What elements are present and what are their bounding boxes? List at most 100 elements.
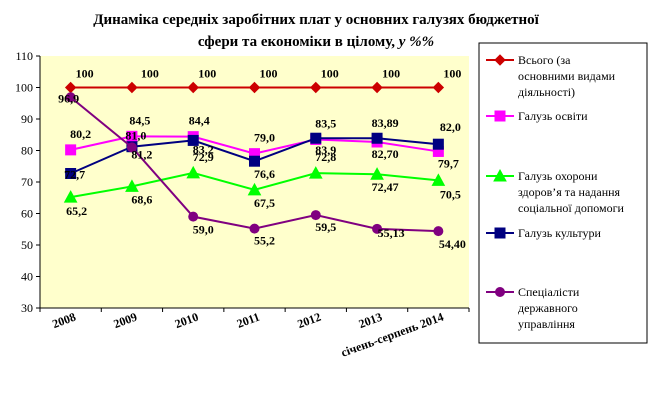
legend-marker [494, 54, 506, 66]
data-point [308, 166, 323, 179]
data-point [433, 226, 444, 237]
data-label: 83,89 [372, 116, 399, 130]
data-label: 100 [141, 67, 159, 81]
data-label: 79,0 [254, 131, 275, 145]
legend-label: Галузь культури [518, 226, 601, 240]
data-label: 76,6 [254, 167, 275, 181]
data-point [372, 223, 383, 234]
data-label: 83,9 [315, 143, 336, 157]
data-point [248, 81, 261, 94]
data-label: 82,0 [440, 120, 461, 134]
data-label: 79,7 [438, 156, 459, 170]
data-label: 100 [76, 67, 94, 81]
data-point [187, 81, 199, 94]
series-2 [63, 165, 446, 203]
data-label: 59,5 [315, 220, 336, 234]
series-0 [64, 81, 445, 94]
data-point [249, 155, 260, 167]
data-label: 84,5 [129, 113, 150, 127]
data-label: 72,47 [372, 180, 399, 194]
data-label: 100 [321, 67, 339, 81]
data-point [126, 142, 137, 153]
data-label: 82,70 [372, 147, 399, 161]
data-point [65, 167, 77, 179]
data-label: 100 [198, 67, 216, 81]
data-point [187, 134, 199, 146]
data-label: 67,5 [254, 196, 275, 210]
legend: Всього (за основними видами діяльності) Гал… [486, 53, 625, 331]
data-point [371, 81, 383, 94]
legend-item-0: Всього (за основними видами діяльності) [486, 53, 616, 99]
x-tick-label: 2009 [112, 310, 139, 331]
x-tick-label: 2012 [295, 310, 322, 331]
data-label: 65,2 [66, 204, 87, 218]
data-label: 100 [443, 67, 461, 81]
data-point [125, 179, 139, 192]
data-point [247, 182, 262, 196]
data-point [310, 210, 321, 221]
chart-title-line2: сфери та економіки в цілому, у %% [198, 34, 434, 50]
x-tick-label: 2008 [50, 310, 77, 331]
data-point [310, 81, 322, 94]
legend-label: діяльності) [518, 85, 575, 99]
legend-label: управління [518, 317, 575, 331]
data-label: 84,4 [189, 114, 210, 128]
data-label: 100 [260, 67, 278, 81]
data-label: 55,2 [254, 234, 275, 248]
chart-title-line2-text: сфери та економіки в цілому, [198, 34, 395, 50]
legend-label: соціальної допомоги [518, 201, 625, 215]
legend-marker [495, 287, 505, 297]
data-point [431, 173, 446, 186]
data-label: 96,9 [58, 91, 79, 105]
data-point [65, 144, 77, 156]
data-point [432, 138, 444, 150]
y-tick-label: 40 [21, 270, 33, 284]
data-label: 70,5 [440, 187, 461, 201]
data-label: 72,9 [193, 150, 214, 164]
series-container [63, 81, 446, 237]
data-label: 81,2 [131, 148, 152, 162]
data-label: 72,7 [64, 167, 85, 181]
y-axis: 30 40 50 60 70 80 90 100 110 [15, 49, 41, 315]
data-label: 55,13 [378, 226, 405, 240]
legend-marker [494, 110, 506, 122]
y-tick-label: 30 [21, 301, 33, 315]
data-label: 83,2 [193, 142, 214, 156]
legend-item-2: Галузь охорони здоров’я та надання соціаль… [486, 168, 625, 215]
data-label: 68,6 [131, 192, 152, 206]
data-point [371, 132, 383, 144]
data-label: 80,2 [70, 127, 91, 141]
y-tick-label: 60 [21, 207, 33, 221]
y-tick-label: 80 [21, 144, 33, 158]
chart-title-line1: Динаміка середніх заробітних плат у осно… [93, 12, 539, 28]
legend-label: здоров’я та надання [518, 185, 621, 199]
data-label: 83,5 [315, 116, 336, 130]
series-4 [65, 92, 444, 237]
data-point [186, 165, 201, 179]
legend-marker [493, 168, 507, 182]
data-label: 81,0 [125, 128, 146, 142]
legend-item-3: Галузь культури [486, 226, 601, 240]
y-tick-label: 90 [21, 112, 33, 126]
x-tick-label: січень-серпень 2014 [339, 310, 445, 360]
y-tick-label: 50 [21, 238, 33, 252]
data-point [310, 132, 322, 144]
legend-item-1: Галузь освіти [486, 109, 588, 123]
legend-label: Всього (за [518, 53, 571, 67]
data-label: 54,40 [439, 237, 466, 251]
data-point [65, 92, 76, 103]
data-label: 100 [382, 67, 400, 81]
x-tick-label: 2013 [357, 310, 384, 331]
data-point [249, 223, 260, 234]
chart-title-unit: у %% [395, 34, 434, 50]
data-label: 72,8 [315, 150, 336, 164]
x-tick-label: 2010 [173, 310, 200, 331]
legend-label: Галузь освіти [518, 109, 588, 123]
y-tick-label: 110 [15, 49, 33, 63]
data-point [370, 167, 384, 180]
legend-marker [494, 227, 506, 239]
data-labels: 100 100 100 100 100 100 100 80,2 84,5 84,4 79,0 83,… [58, 67, 466, 252]
y-tick-label: 70 [21, 175, 33, 189]
data-point [63, 190, 78, 203]
